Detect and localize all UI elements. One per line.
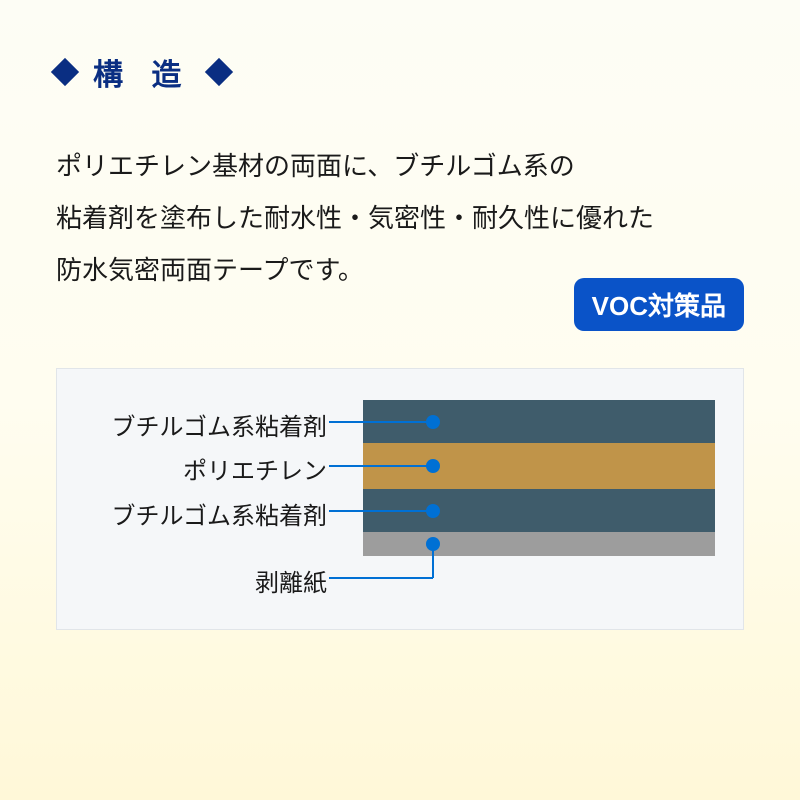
layer-label-2: ブチルゴム系粘着剤 — [111, 496, 327, 531]
leader-dot — [426, 504, 440, 518]
leader-dot — [426, 537, 440, 551]
leader-line — [329, 577, 433, 579]
description-text: ポリエチレン基材の両面に、ブチルゴム系の 粘着剤を塗布した耐水性・気密性・耐久性… — [56, 140, 736, 296]
diamond-icon — [51, 58, 79, 86]
section-header: 構 造 — [55, 50, 229, 94]
layer-label-3: 剥離紙 — [255, 563, 327, 598]
leader-line — [329, 465, 433, 467]
voc-badge: VOC対策品 — [574, 278, 744, 331]
leader-dot — [426, 459, 440, 473]
layer-diagram: ブチルゴム系粘着剤ポリエチレンブチルゴム系粘着剤剥離紙 — [56, 368, 744, 630]
leader-dot — [426, 415, 440, 429]
layer-3 — [363, 532, 715, 556]
leader-line — [329, 510, 433, 512]
section-title: 構 造 — [93, 50, 191, 94]
diamond-icon — [205, 58, 233, 86]
layer-label-1: ポリエチレン — [183, 451, 327, 486]
layer-label-0: ブチルゴム系粘着剤 — [111, 407, 327, 442]
leader-line — [329, 421, 433, 423]
